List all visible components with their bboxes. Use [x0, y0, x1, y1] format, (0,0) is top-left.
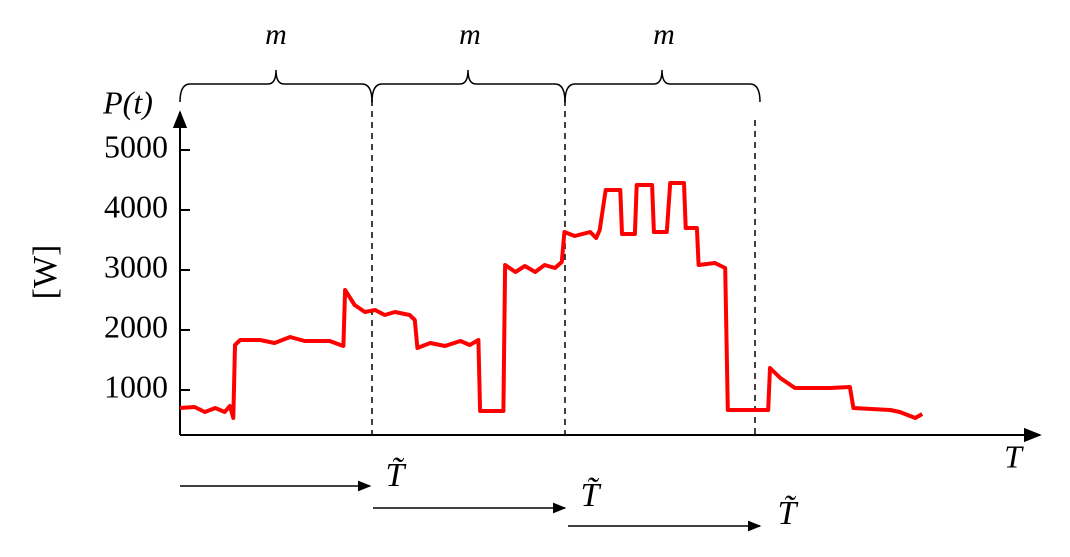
x-title: T [1004, 438, 1024, 474]
shift-label: T̃ [581, 476, 602, 514]
shift-arrows [180, 480, 762, 532]
y-tick-label: 5000 [104, 128, 168, 164]
braces [179, 69, 761, 103]
series-line [179, 181, 924, 420]
brace [564, 69, 761, 103]
brace [371, 69, 566, 103]
y-tick-label: 3000 [104, 248, 168, 284]
window-label: m [459, 18, 481, 51]
window-dividers [371, 100, 756, 435]
y-tick-label: 4000 [104, 188, 168, 224]
window-label: m [265, 18, 287, 51]
y-title: P(t) [102, 84, 153, 120]
shift-label: T̃ [778, 494, 799, 532]
y-unit: [W] [27, 245, 64, 300]
y-tick-label: 1000 [104, 368, 168, 404]
axes [172, 110, 1042, 443]
window-label: m [653, 18, 675, 51]
shift-label: T̃ [386, 456, 407, 494]
y-tick-label: 2000 [104, 308, 168, 344]
brace [179, 69, 373, 103]
